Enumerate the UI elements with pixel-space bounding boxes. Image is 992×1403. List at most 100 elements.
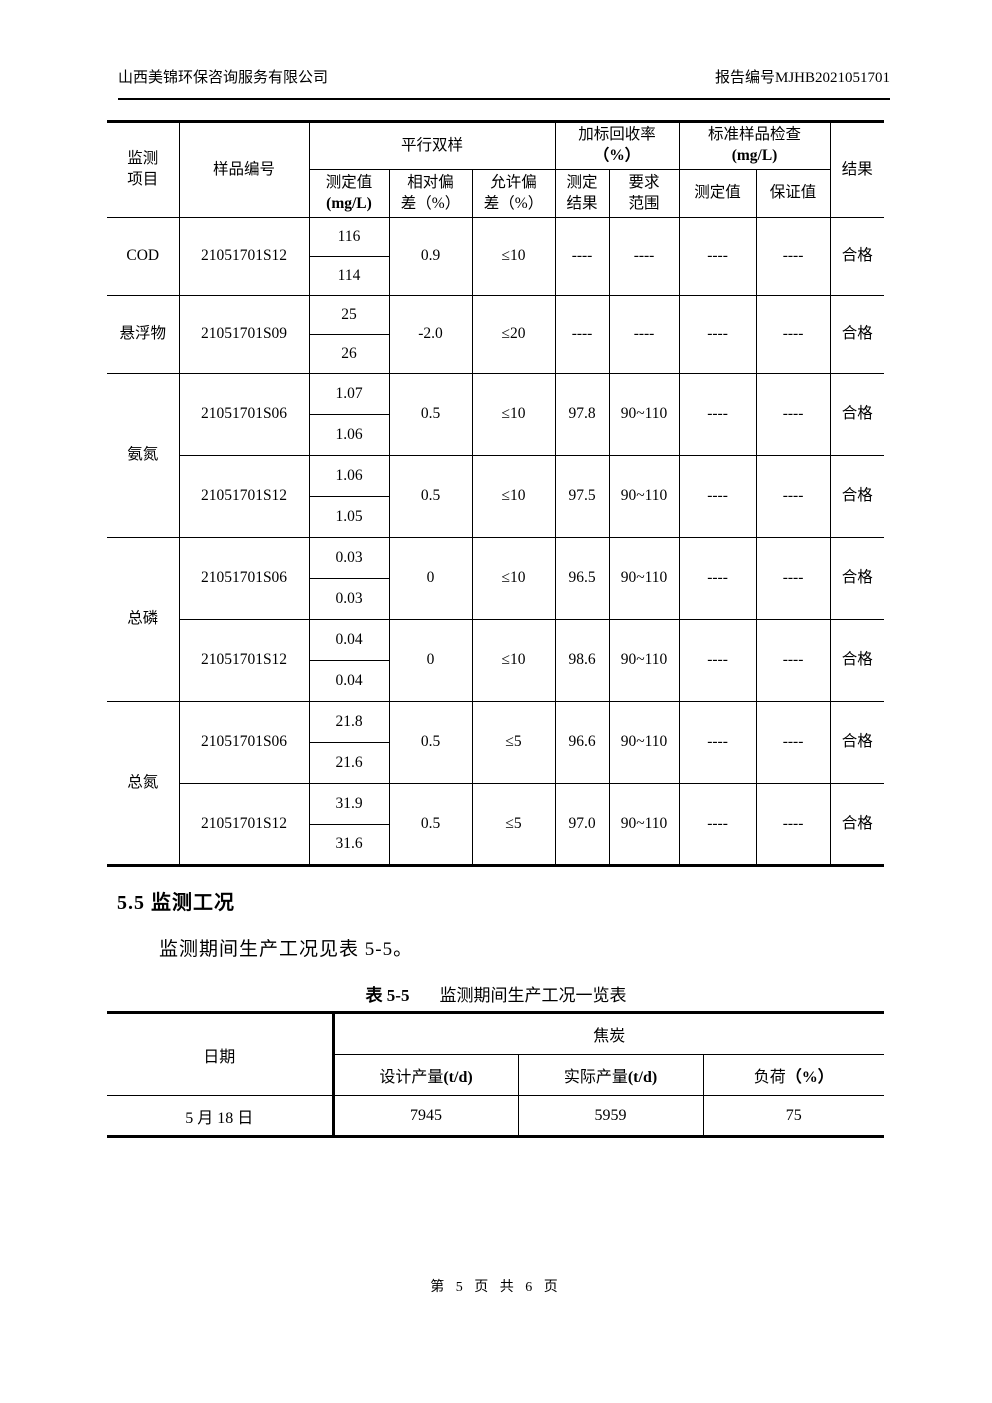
- cell-result: 合格: [829, 783, 885, 866]
- cell-result: 合格: [829, 217, 885, 296]
- cell-design-output: 7945: [332, 1095, 519, 1137]
- cell-sample-id: 21051701S12: [178, 217, 310, 296]
- company-name: 山西美锦环保咨询服务有限公司: [118, 70, 329, 86]
- cell-spike-range: 90~110: [608, 537, 680, 620]
- cell-item: COD: [107, 217, 180, 296]
- header-product: 焦炭: [332, 1012, 884, 1055]
- work-condition-table: 日期 焦炭 设计产量(t/d) 实际产量(t/d) 负荷（%） 5 月 18 日…: [107, 1011, 884, 1138]
- table-caption-title: 监测期间生产工况一览表: [439, 986, 627, 1005]
- cell-value2: 21.6: [308, 742, 390, 784]
- cell-value1: 25: [308, 295, 390, 335]
- header-result: 结果: [829, 121, 885, 218]
- header-allowed-deviation: 允许偏 差（%）: [471, 169, 556, 218]
- header-design-output: 设计产量(t/d): [332, 1054, 519, 1096]
- cell-std-measured: ----: [678, 295, 757, 374]
- cell-item: 总磷: [107, 537, 180, 702]
- cell-spike-result: 96.5: [554, 537, 610, 620]
- header-spike-line2: （%）: [593, 147, 641, 164]
- header-standard-line2: (mg/L): [731, 147, 778, 164]
- cell-allow-dev: ≤5: [471, 783, 556, 866]
- cell-allow-dev: ≤10: [471, 537, 556, 620]
- cell-allow-dev: ≤10: [471, 217, 556, 296]
- cell-value1: 21.8: [308, 701, 390, 743]
- report-number: 报告编号MJHB2021051701: [714, 70, 890, 86]
- cell-result: 合格: [829, 295, 885, 374]
- header-load-label: 负荷: [753, 1069, 786, 1086]
- cell-sample-id: 21051701S09: [178, 295, 310, 374]
- cell-sample-id: 21051701S12: [178, 619, 310, 702]
- header-actual-label: 实际产量: [563, 1069, 628, 1086]
- cell-sample-id: 21051701S06: [178, 537, 310, 620]
- header-measured-value: 测定值 (mg/L): [308, 169, 390, 218]
- cell-value1: 0.04: [308, 619, 390, 661]
- cell-value2: 114: [308, 256, 390, 296]
- cell-spike-result: ----: [554, 295, 610, 374]
- cell-sample-id: 21051701S12: [178, 783, 310, 866]
- cell-std-certified: ----: [755, 295, 831, 374]
- section-heading: 5.5 监测工况: [117, 892, 235, 914]
- cell-std-measured: ----: [678, 217, 757, 296]
- header-relative-deviation: 相对偏 差（%）: [388, 169, 473, 218]
- cell-item: 总氮: [107, 701, 180, 866]
- cell-value1: 1.07: [308, 373, 390, 415]
- cell-spike-result: ----: [554, 217, 610, 296]
- header-standard-check: 标准样品检查 (mg/L): [678, 121, 831, 170]
- cell-spike-range: 90~110: [608, 783, 680, 866]
- header-design-label: 设计产量: [379, 1069, 444, 1086]
- cell-value2: 1.06: [308, 414, 390, 456]
- header-item: 监测 项目: [107, 121, 180, 218]
- cell-rel-dev: 0: [388, 537, 473, 620]
- cell-std-certified: ----: [755, 701, 831, 784]
- cell-allow-dev: ≤10: [471, 455, 556, 538]
- cell-spike-range: 90~110: [608, 373, 680, 456]
- header-spike-range: 要求 范围: [608, 169, 680, 218]
- header-measured-line1: 测定值: [325, 173, 373, 191]
- cell-std-measured: ----: [678, 783, 757, 866]
- cell-value1: 116: [308, 217, 390, 257]
- cell-rel-dev: 0.5: [388, 783, 473, 866]
- cell-std-certified: ----: [755, 373, 831, 456]
- cell-rel-dev: -2.0: [388, 295, 473, 374]
- header-load: 负荷（%）: [702, 1054, 884, 1096]
- cell-result: 合格: [829, 619, 885, 702]
- cell-rel-dev: 0.5: [388, 455, 473, 538]
- cell-std-certified: ----: [755, 455, 831, 538]
- cell-value2: 31.6: [308, 824, 390, 866]
- cell-std-measured: ----: [678, 373, 757, 456]
- cell-spike-range: ----: [608, 217, 680, 296]
- cell-value1: 31.9: [308, 783, 390, 825]
- cell-rel-dev: 0.5: [388, 373, 473, 456]
- header-load-unit: （%）: [785, 1069, 834, 1086]
- header-standard-line1: 标准样品检查: [708, 126, 802, 144]
- cell-item: 氨氮: [107, 373, 180, 538]
- header-actual-output: 实际产量(t/d): [517, 1054, 704, 1096]
- cell-item: 悬浮物: [107, 295, 180, 374]
- cell-result: 合格: [829, 701, 885, 784]
- header-std-measured: 测定值: [678, 169, 757, 218]
- header-parallel-duplicate: 平行双样: [308, 121, 556, 170]
- cell-spike-result: 98.6: [554, 619, 610, 702]
- header-measured-line2: (mg/L): [326, 194, 372, 212]
- cell-spike-range: 90~110: [608, 619, 680, 702]
- cell-date: 5 月 18 日: [107, 1095, 335, 1137]
- cell-spike-result: 96.6: [554, 701, 610, 784]
- cell-spike-result: 97.8: [554, 373, 610, 456]
- cell-result: 合格: [829, 537, 885, 620]
- cell-std-measured: ----: [678, 701, 757, 784]
- cell-std-measured: ----: [678, 619, 757, 702]
- cell-sample-id: 21051701S12: [178, 455, 310, 538]
- header-spike-result: 测定 结果: [554, 169, 610, 218]
- table-caption-number: 表 5-5: [365, 986, 410, 1005]
- header-std-certified: 保证值: [755, 169, 831, 218]
- cell-value2: 0.04: [308, 660, 390, 702]
- qa-table: 监测 项目 样品编号 平行双样 加标回收率 （%） 标准样品检查 (mg/L) 结果…: [107, 120, 885, 867]
- cell-std-certified: ----: [755, 537, 831, 620]
- cell-spike-range: ----: [608, 295, 680, 374]
- cell-rel-dev: 0.9: [388, 217, 473, 296]
- cell-spike-range: 90~110: [608, 455, 680, 538]
- cell-rel-dev: 0: [388, 619, 473, 702]
- cell-std-certified: ----: [755, 619, 831, 702]
- cell-result: 合格: [829, 373, 885, 456]
- page-footer: 第 5 页 共 6 页: [430, 1280, 562, 1295]
